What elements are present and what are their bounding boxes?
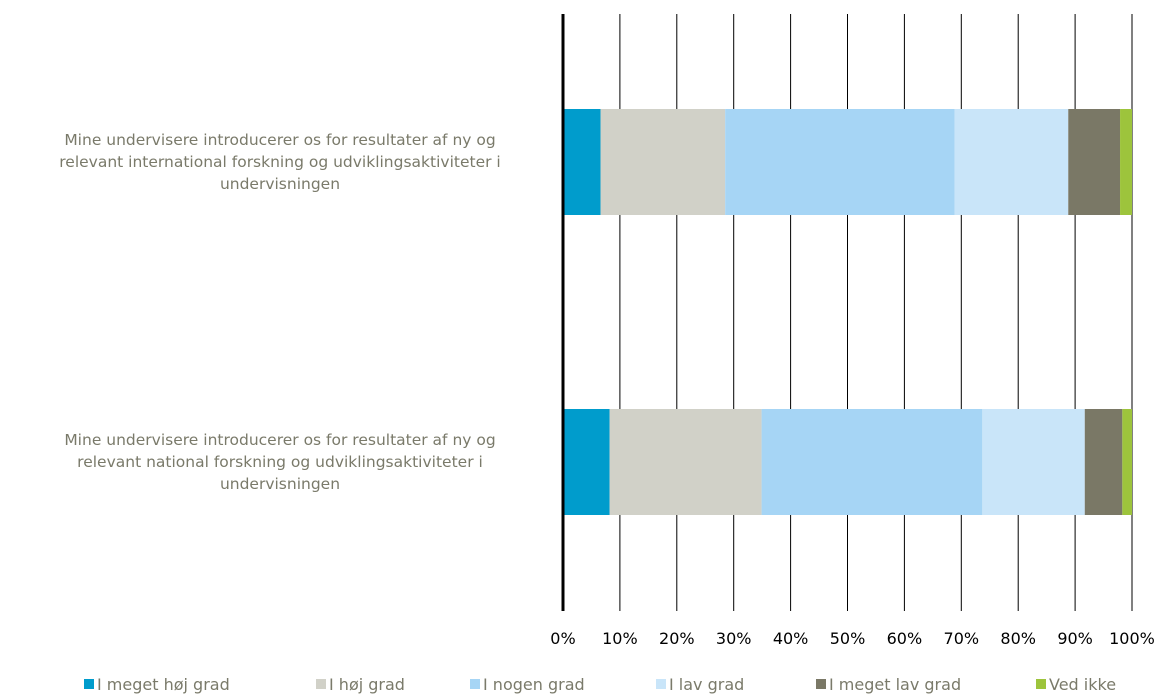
x-tick-label: 0%	[550, 629, 575, 648]
x-tick-label: 40%	[773, 629, 809, 648]
legend-swatch	[316, 679, 326, 689]
category-label-line: undervisningen	[220, 475, 340, 493]
legend-swatch	[656, 679, 666, 689]
category-label-line: relevant national forskning og udvikling…	[77, 453, 483, 471]
x-tick-label: 50%	[830, 629, 866, 648]
bar-segment	[1068, 109, 1121, 215]
x-tick-label: 80%	[1000, 629, 1036, 648]
bar-segment	[563, 109, 601, 215]
legend-label: I meget lav grad	[829, 675, 961, 694]
bar-segment	[1122, 409, 1132, 515]
legend-swatch	[1036, 679, 1046, 689]
bar-segment	[954, 109, 1069, 215]
x-tick-labels: 0% 10% 20% 30% 40% 50% 60% 70% 80% 90% 100%	[550, 629, 1155, 648]
category-label: Mine undervisere introducerer os for res…	[59, 131, 500, 193]
legend-label: Ved ikke	[1049, 675, 1116, 694]
bar-segment	[761, 409, 983, 515]
x-tick-label: 10%	[602, 629, 638, 648]
bar-segment	[1084, 409, 1123, 515]
category-label-line: undervisningen	[220, 175, 340, 193]
bar-segment	[563, 409, 610, 515]
x-tick-label: 20%	[659, 629, 695, 648]
legend-label: I lav grad	[669, 675, 744, 694]
bar-segment	[1120, 109, 1132, 215]
legend-label: I nogen grad	[483, 675, 585, 694]
legend-swatch	[84, 679, 94, 689]
category-label-line: Mine undervisere introducerer os for res…	[64, 131, 495, 149]
bar-segment	[609, 409, 762, 515]
category-label-line: relevant international forskning og udvi…	[59, 153, 500, 171]
category-label-line: Mine undervisere introducerer os for res…	[64, 431, 495, 449]
bars	[563, 109, 1132, 515]
legend-swatch	[470, 679, 480, 689]
x-tick-label: 30%	[716, 629, 752, 648]
x-tick-label: 60%	[887, 629, 923, 648]
category-labels: Mine undervisere introducerer os for res…	[59, 131, 500, 493]
bar-segment	[982, 409, 1085, 515]
category-label: Mine undervisere introducerer os for res…	[64, 431, 495, 493]
legend-label: I meget høj grad	[97, 675, 230, 694]
x-tick-label: 90%	[1057, 629, 1093, 648]
gridlines	[619, 14, 1133, 611]
legend-label: I høj grad	[329, 675, 405, 694]
x-tick-label: 70%	[944, 629, 980, 648]
bar-segment	[600, 109, 726, 215]
bar-segment	[725, 109, 955, 215]
legend-swatch	[816, 679, 826, 689]
x-tick-label: 100%	[1109, 629, 1155, 648]
legend: I meget høj grad I høj grad I nogen grad I …	[84, 675, 1116, 694]
